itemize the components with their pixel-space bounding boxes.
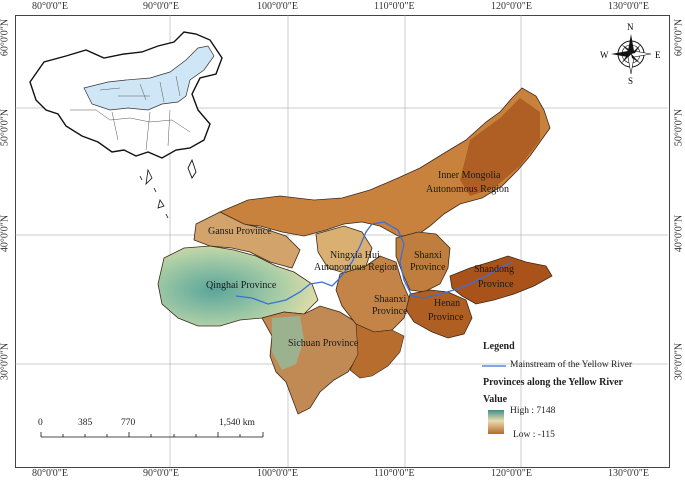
top-lon-label: 80°0'0"E (32, 1, 68, 12)
bottom-lon-label: 90°0'0"E (143, 468, 179, 479)
label-ningxia-2: Autonomous Region (314, 262, 397, 273)
bottom-lon-label: 120°0'0"E (491, 468, 532, 479)
scale-label: 770 (121, 418, 136, 428)
scale-label: 0 (38, 418, 43, 428)
label-gansu: Gansu Province (208, 226, 272, 237)
label-shanxi-1: Shanxi (414, 250, 442, 261)
bottom-lon-label: 110°0'0"E (374, 468, 415, 479)
label-qinghai: Qinghai Province (206, 280, 277, 291)
legend-provinces-title: Provinces along the Yellow River (483, 377, 623, 388)
bottom-lon-label: 130°0'0"E (608, 468, 649, 479)
scale-label: 385 (78, 418, 93, 428)
bottom-lon-label: 80°0'0"E (32, 468, 68, 479)
label-shandong-1: Shandong (474, 264, 514, 275)
compass-s: S (628, 76, 633, 86)
top-lon-label: 110°0'0"E (374, 1, 415, 12)
scale-bar (40, 432, 264, 438)
compass-icon (611, 34, 652, 75)
legend-low-label: Low : -115 (513, 430, 555, 440)
compass-n: N (627, 22, 634, 32)
label-shanxi-2: Province (410, 262, 446, 273)
legend-high-label: High : 7148 (510, 406, 556, 416)
label-henan-2: Province (428, 312, 464, 323)
scale-label: 1,540 km (219, 418, 255, 428)
label-henan-1: Henan (434, 298, 460, 309)
yellow-river-line (235, 221, 513, 305)
top-lon-label: 100°0'0"E (257, 1, 298, 12)
legend-title: Legend (483, 341, 515, 352)
legend-ramp-swatch (488, 410, 504, 434)
label-sichuan: Sichuan Province (288, 338, 359, 349)
label-shandong-2: Province (478, 279, 514, 290)
compass-e: E (655, 50, 661, 60)
label-inner-mongolia-2: Autonomous Region (426, 184, 509, 195)
label-shaanxi-2: Province (372, 306, 408, 317)
compass-w: W (600, 50, 609, 60)
label-shaanxi-1: Shaanxi (374, 294, 406, 305)
label-ningxia-1: Ningxia Hui (330, 250, 380, 261)
label-inner-mongolia-1: Inner Mongolia (438, 170, 501, 181)
bottom-lon-label: 100°0'0"E (257, 468, 298, 479)
top-lon-label: 130°0'0"E (608, 1, 649, 12)
top-lon-label: 120°0'0"E (491, 1, 532, 12)
legend-value-title: Value (483, 394, 508, 405)
legend-river-label: Mainstream of the Yellow River (510, 360, 633, 370)
top-lon-label: 90°0'0"E (143, 1, 179, 12)
yellow-river-basin-provinces (157, 87, 553, 415)
inset-china-map (29, 31, 223, 219)
